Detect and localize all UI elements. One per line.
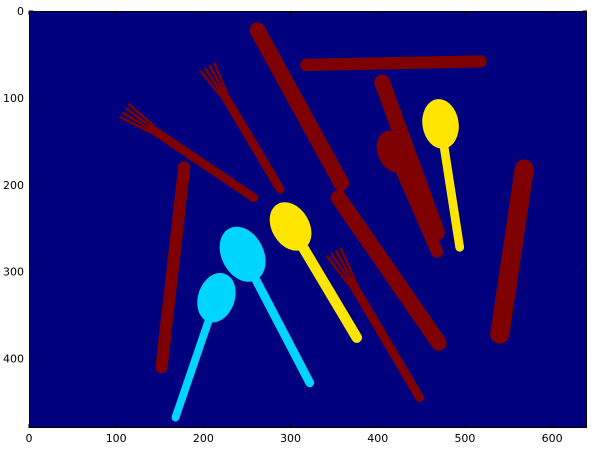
knife-blade [330, 189, 447, 351]
y-tick-label: 100 [3, 92, 24, 105]
spoon-handle [436, 119, 465, 252]
knife-blade [374, 74, 445, 241]
fork-tine-3 [204, 67, 223, 94]
x-tick-label: 400 [367, 432, 388, 445]
x-tick-label: 300 [280, 432, 301, 445]
x-tick-label: 600 [542, 432, 563, 445]
y-tick-label: 200 [3, 179, 24, 192]
y-tick-label: 0 [17, 5, 24, 18]
fork-handle [346, 277, 424, 402]
plot-frame [29, 11, 587, 428]
region-fork_knife-7 [155, 161, 191, 374]
knife-blade [490, 159, 534, 344]
region-spoon-11 [422, 99, 465, 252]
fork-tine-2 [208, 64, 225, 93]
y-tick-label: 400 [3, 353, 24, 366]
region-fork_knife-3 [249, 22, 349, 191]
x-tick-label: 200 [193, 432, 214, 445]
region-fork_knife-9 [330, 189, 447, 351]
y-axis: 0 100 200 300 400 [3, 5, 587, 366]
region-cyan_spoons-13 [219, 226, 315, 388]
fork-handle [217, 87, 285, 194]
region-spoon-12 [269, 202, 363, 343]
fork-tine-4 [119, 116, 150, 133]
segmentation-regions [119, 22, 534, 422]
knife-blade [155, 161, 191, 374]
fork-tine-4 [326, 255, 350, 285]
fork-tine-2 [125, 107, 153, 129]
spoon-handle [285, 221, 363, 343]
knife-blade [249, 22, 349, 191]
fork-tine-3 [122, 111, 152, 131]
region-fork_knife-1 [119, 103, 259, 203]
fork-tine-4 [199, 70, 221, 96]
fork-tine-3 [330, 252, 352, 284]
x-tick-label: 100 [106, 432, 127, 445]
fork-tine-1 [213, 62, 227, 92]
spoon-handle [238, 249, 315, 388]
region-fork_knife-2 [199, 62, 285, 194]
fork-handle [146, 123, 259, 203]
x-tick-label: 500 [454, 432, 475, 445]
fork-tine-2 [335, 249, 354, 283]
knife-blade [300, 55, 487, 71]
region-fork_knife-6 [374, 74, 445, 241]
region-fork_knife-4 [300, 55, 487, 71]
region-fork_knife-8 [326, 247, 424, 402]
spoon-handle [171, 293, 221, 422]
fork-tine-1 [128, 103, 155, 127]
region-fork_knife-10 [490, 159, 534, 344]
fork-tine-1 [339, 247, 356, 281]
x-axis: 0 100 200 300 400 500 600 [26, 11, 563, 445]
region-cyan_spoons-14 [171, 272, 236, 422]
y-tick-label: 300 [3, 266, 24, 279]
x-tick-label: 0 [26, 432, 33, 445]
